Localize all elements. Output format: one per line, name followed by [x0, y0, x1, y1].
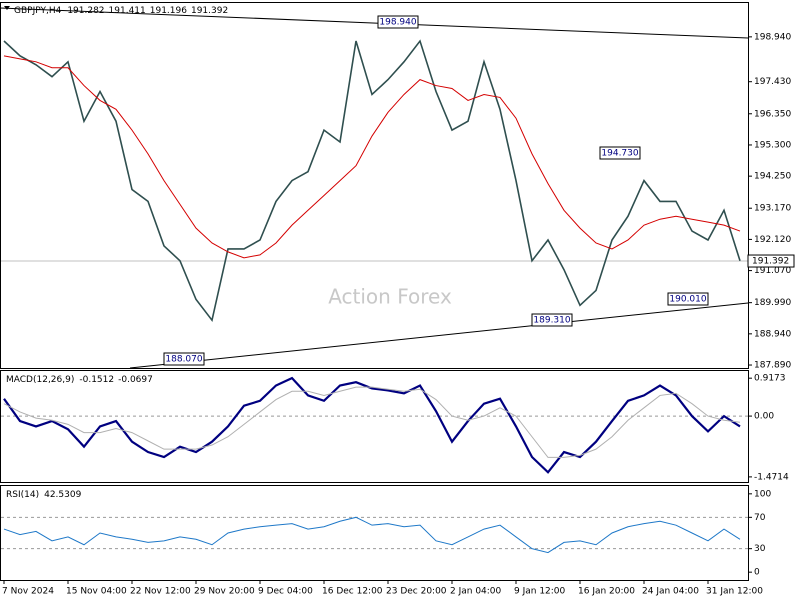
signal-value: -0.0697 — [118, 375, 153, 385]
x-tick-label: 24 Jan 04:00 — [642, 587, 699, 597]
x-tick-label: 15 Nov 04:00 — [66, 587, 127, 597]
y-tick-label: 0.9173 — [754, 374, 786, 384]
rsi-title: RSI(14) — [6, 490, 39, 500]
y-tick-label: 188.940 — [754, 329, 791, 339]
macd-header: MACD(12,26,9) -0.1512 -0.0697 — [6, 375, 153, 385]
y-tick-label: 196.350 — [754, 109, 791, 119]
series-line — [3, 55, 741, 259]
rsi-panel — [0, 485, 749, 581]
current-price-label: 191.392 — [752, 257, 789, 267]
annotation-label: 190.010 — [669, 295, 706, 305]
rsi-header: RSI(14) 42.5309 — [6, 490, 82, 500]
series-line — [3, 516, 741, 554]
y-tick-label: 189.990 — [754, 298, 791, 308]
x-tick-label: 9 Dec 04:00 — [258, 587, 313, 597]
lower-trendline — [129, 302, 749, 369]
y-tick-label: 198.940 — [754, 32, 791, 42]
y-tick-label: 193.170 — [754, 204, 791, 214]
y-tick-label: 70 — [754, 513, 766, 523]
y-tick-label: 191.070 — [754, 266, 791, 276]
annotation-box — [377, 15, 419, 29]
x-tick-label: 23 Dec 20:00 — [386, 587, 447, 597]
symbol: GBPJPY,H4 — [14, 6, 62, 16]
series-line — [3, 39, 741, 323]
rsi-value: 42.5309 — [44, 490, 81, 500]
close: 191.392 — [191, 6, 228, 16]
y-tick-label: 30 — [754, 544, 766, 554]
low: 191.196 — [150, 6, 187, 16]
high: 191.411 — [109, 6, 146, 16]
series-line — [3, 376, 741, 474]
macd-title: MACD(12,26,9) — [6, 375, 74, 385]
annotation-label: 194.730 — [601, 149, 638, 159]
header-arrow — [4, 6, 10, 10]
y-tick-label: 197.430 — [754, 77, 791, 87]
annotation-label: 188.070 — [165, 355, 202, 365]
series-line — [3, 386, 741, 458]
annotation-label: 189.310 — [533, 316, 570, 326]
annotation-box — [599, 146, 641, 160]
x-tick-label: 16 Dec 12:00 — [322, 587, 383, 597]
y-tick-label: 192.120 — [754, 235, 791, 245]
y-tick-label: 194.250 — [754, 172, 791, 182]
watermark: Action Forex — [328, 285, 452, 309]
current-price-box — [747, 254, 795, 268]
x-tick-label: 29 Nov 20:00 — [194, 587, 255, 597]
macd-value: -0.1512 — [79, 375, 114, 385]
y-tick-label: 0.00 — [754, 412, 774, 422]
y-tick-label: -1.4714 — [754, 472, 789, 482]
annotation-box — [531, 313, 573, 327]
annotation-label: 198.940 — [379, 18, 416, 28]
x-tick-label: 16 Jan 20:00 — [578, 587, 635, 597]
x-tick-label: 9 Jan 12:00 — [514, 587, 566, 597]
x-tick-label: 7 Nov 2024 — [2, 587, 54, 597]
upper-trendline — [0, 7, 749, 39]
annotation-box — [163, 352, 205, 366]
y-tick-label: 100 — [754, 489, 771, 499]
y-tick-label: 195.300 — [754, 140, 791, 150]
price-header: GBPJPY,H4 191.282 191.411 191.196 191.392 — [14, 6, 228, 16]
x-tick-label: 2 Jan 04:00 — [450, 587, 502, 597]
x-tick-label: 22 Nov 12:00 — [130, 587, 191, 597]
price-panel — [0, 2, 749, 369]
y-tick-label: 0 — [754, 568, 760, 578]
annotation-box — [667, 292, 709, 306]
x-tick-label: 31 Jan 12:00 — [706, 587, 763, 597]
y-tick-label: 187.890 — [754, 361, 791, 371]
open: 191.282 — [67, 6, 104, 16]
